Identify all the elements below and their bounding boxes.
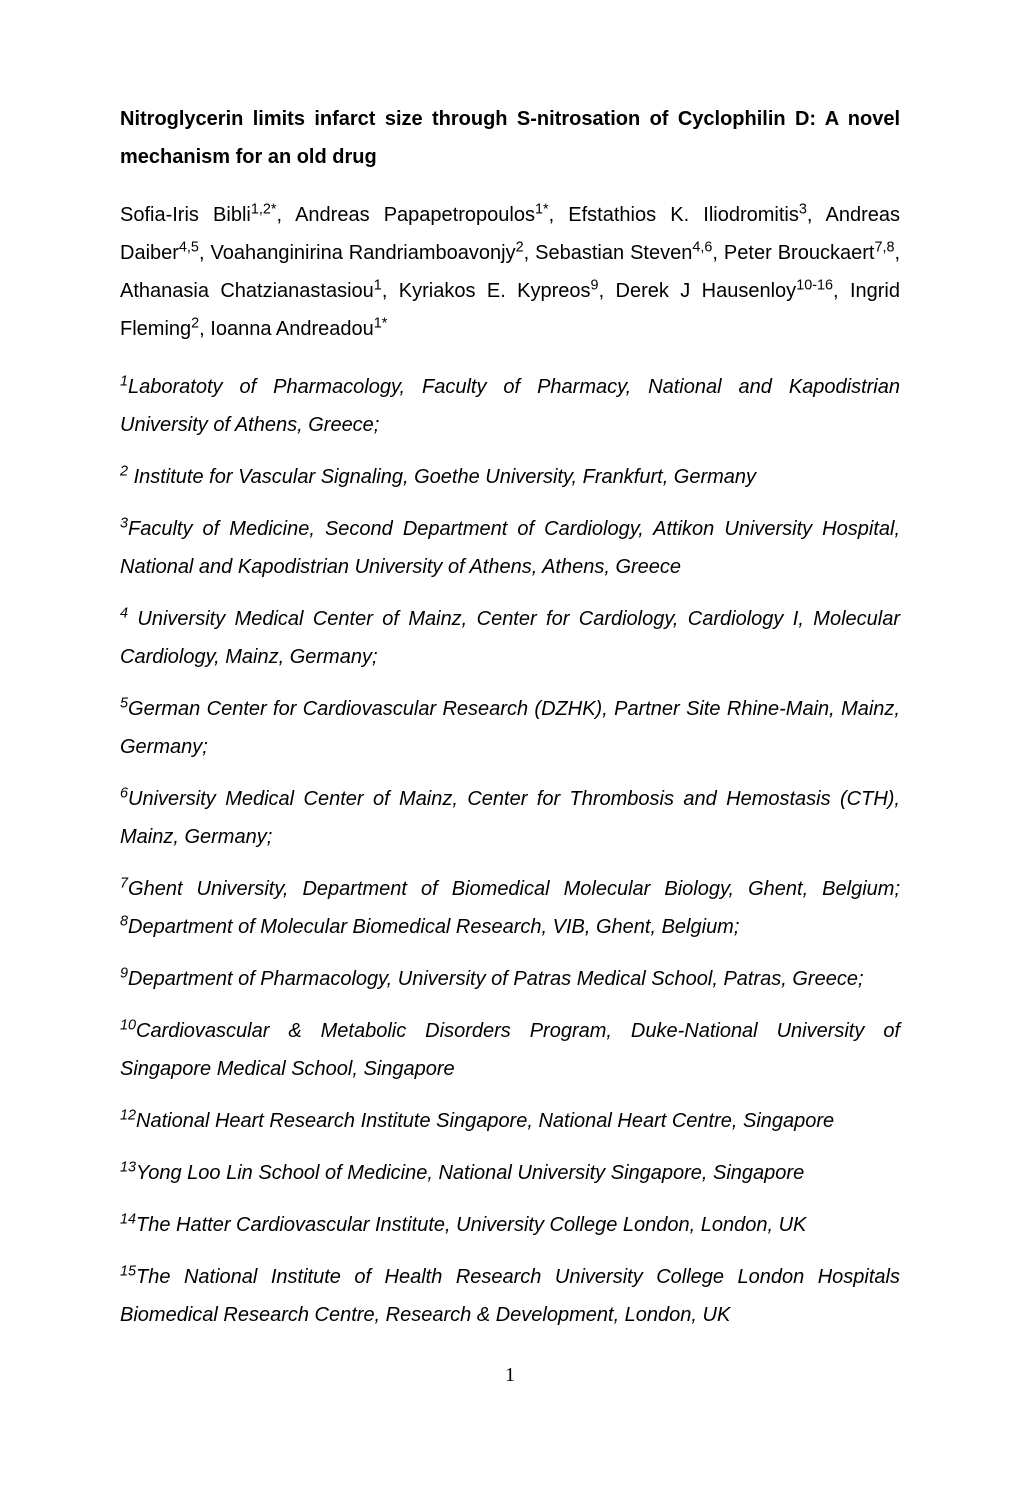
authors-list: Sofia-Iris Bibli1,2*, Andreas Papapetrop… bbox=[120, 196, 900, 348]
affiliation: 1Laboratoty of Pharmacology, Faculty of … bbox=[120, 368, 900, 444]
affiliation-text: University Medical Center of Mainz, Cent… bbox=[120, 608, 900, 668]
affiliation: 4 University Medical Center of Mainz, Ce… bbox=[120, 600, 900, 676]
paper-title: Nitroglycerin limits infarct size throug… bbox=[120, 100, 900, 176]
affiliation: 15The National Institute of Health Resea… bbox=[120, 1258, 900, 1334]
affiliation-sup: 14 bbox=[120, 1211, 136, 1227]
affiliation-sup: 12 bbox=[120, 1107, 136, 1123]
affiliation-sup: 15 bbox=[120, 1263, 136, 1279]
affiliation-text: Faculty of Medicine, Second Department o… bbox=[120, 518, 900, 578]
page-number: 1 bbox=[120, 1356, 900, 1394]
affiliation-text: Institute for Vascular Signaling, Goethe… bbox=[128, 466, 756, 488]
affiliation-text: German Center for Cardiovascular Researc… bbox=[120, 698, 900, 758]
affiliation: 3Faculty of Medicine, Second Department … bbox=[120, 510, 900, 586]
affiliation-text: Cardiovascular & Metabolic Disorders Pro… bbox=[120, 1020, 900, 1080]
affiliation-text: The National Institute of Health Researc… bbox=[120, 1266, 900, 1326]
affiliation-text: Laboratoty of Pharmacology, Faculty of P… bbox=[120, 376, 900, 436]
affiliation-sup: 7 bbox=[120, 875, 128, 891]
affiliation: 5German Center for Cardiovascular Resear… bbox=[120, 690, 900, 766]
affiliation-sup: 2 bbox=[120, 463, 128, 479]
affiliation-text: National Heart Research Institute Singap… bbox=[136, 1110, 834, 1132]
affiliation-sup: 5 bbox=[120, 695, 128, 711]
affiliations-block: 1Laboratoty of Pharmacology, Faculty of … bbox=[120, 368, 900, 1334]
affiliation-sup: 10 bbox=[120, 1017, 136, 1033]
affiliation: 2 Institute for Vascular Signaling, Goet… bbox=[120, 458, 900, 496]
affiliation: 6University Medical Center of Mainz, Cen… bbox=[120, 780, 900, 856]
affiliation-text: Ghent University, Department of Biomedic… bbox=[128, 878, 900, 900]
affiliation-sup: 8 bbox=[120, 913, 128, 929]
affiliation-text: Yong Loo Lin School of Medicine, Nationa… bbox=[136, 1162, 804, 1184]
affiliation-sup: 6 bbox=[120, 785, 128, 801]
affiliation-text: Department of Molecular Biomedical Resea… bbox=[128, 916, 739, 938]
affiliation: 9Department of Pharmacology, University … bbox=[120, 960, 900, 998]
affiliation-text: Department of Pharmacology, University o… bbox=[128, 968, 864, 990]
affiliation-text: The Hatter Cardiovascular Institute, Uni… bbox=[136, 1214, 806, 1236]
affiliation-sup: 13 bbox=[120, 1159, 136, 1175]
affiliation: 7Ghent University, Department of Biomedi… bbox=[120, 870, 900, 946]
affiliation: 13Yong Loo Lin School of Medicine, Natio… bbox=[120, 1154, 900, 1192]
affiliation: 14The Hatter Cardiovascular Institute, U… bbox=[120, 1206, 900, 1244]
affiliation: 10Cardiovascular & Metabolic Disorders P… bbox=[120, 1012, 900, 1088]
affiliation-sup: 1 bbox=[120, 373, 128, 389]
affiliation-sup: 4 bbox=[120, 605, 128, 621]
affiliation: 12National Heart Research Institute Sing… bbox=[120, 1102, 900, 1140]
affiliation-sup: 9 bbox=[120, 965, 128, 981]
affiliation-sup: 3 bbox=[120, 515, 128, 531]
affiliation-text: University Medical Center of Mainz, Cent… bbox=[120, 788, 900, 848]
